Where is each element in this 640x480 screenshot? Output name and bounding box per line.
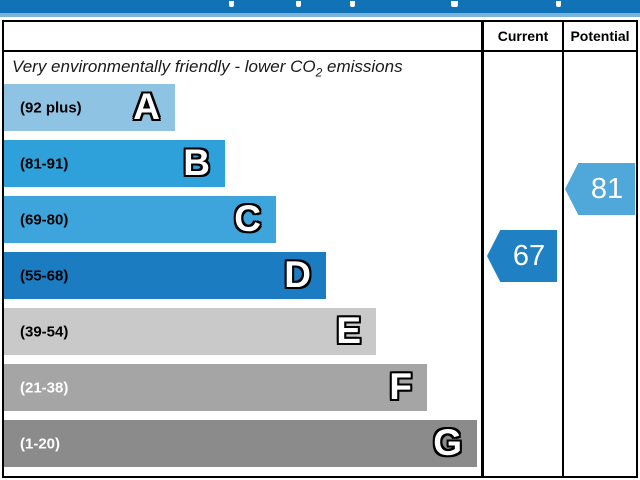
band-f-letter: F (389, 365, 412, 407)
band-d: (55-68) D (4, 252, 326, 299)
band-b: (81-91) B (4, 140, 225, 187)
potential-column-header: Potential (570, 28, 630, 44)
band-e: (39-54) E (4, 308, 376, 355)
current-rating-value: 67 (512, 239, 546, 272)
current-column-divider (481, 20, 484, 478)
band-d-range: (55-68) (20, 267, 69, 284)
band-a-letter: A (133, 85, 160, 127)
banner-text-remnant (451, 1, 458, 7)
top-caption: Very environmentally friendly - lower CO… (12, 57, 472, 79)
header-row-divider (2, 50, 638, 52)
banner-text-remnant (296, 1, 301, 7)
current-rating-arrow: 67 (487, 230, 557, 282)
band-e-range: (39-54) (20, 323, 69, 340)
band-g-range: (1-20) (20, 435, 61, 452)
band-e-letter: E (336, 309, 361, 351)
banner-underline (0, 13, 640, 17)
band-g-letter: G (433, 421, 462, 463)
banner-text-remnant (556, 1, 561, 7)
band-c-range: (69-80) (20, 211, 69, 228)
current-column-header: Current (497, 28, 549, 44)
band-b-range: (81-91) (20, 155, 69, 172)
potential-column-divider (562, 20, 564, 478)
band-b-letter: B (183, 141, 210, 183)
band-c-letter: C (234, 197, 261, 239)
caption-subscript: 2 (315, 65, 323, 80)
band-g: (1-20) G (4, 420, 477, 467)
caption-text: Very environmentally friendly - lower CO (12, 57, 316, 76)
chart-border (2, 20, 638, 478)
banner-text-remnant (350, 1, 355, 7)
band-f: (21-38) F (4, 364, 427, 411)
band-f-range: (21-38) (20, 379, 69, 396)
title-banner-cropped (0, 0, 640, 13)
band-a-range: (92 plus) (20, 99, 82, 116)
band-d-letter: D (284, 253, 311, 295)
band-a: (92 plus) A (4, 84, 175, 131)
banner-text-remnant (229, 1, 234, 7)
potential-rating-arrow: 81 (565, 163, 635, 215)
band-c: (69-80) C (4, 196, 276, 243)
caption-text-tail: emissions (322, 57, 403, 76)
potential-rating-value: 81 (590, 172, 624, 205)
